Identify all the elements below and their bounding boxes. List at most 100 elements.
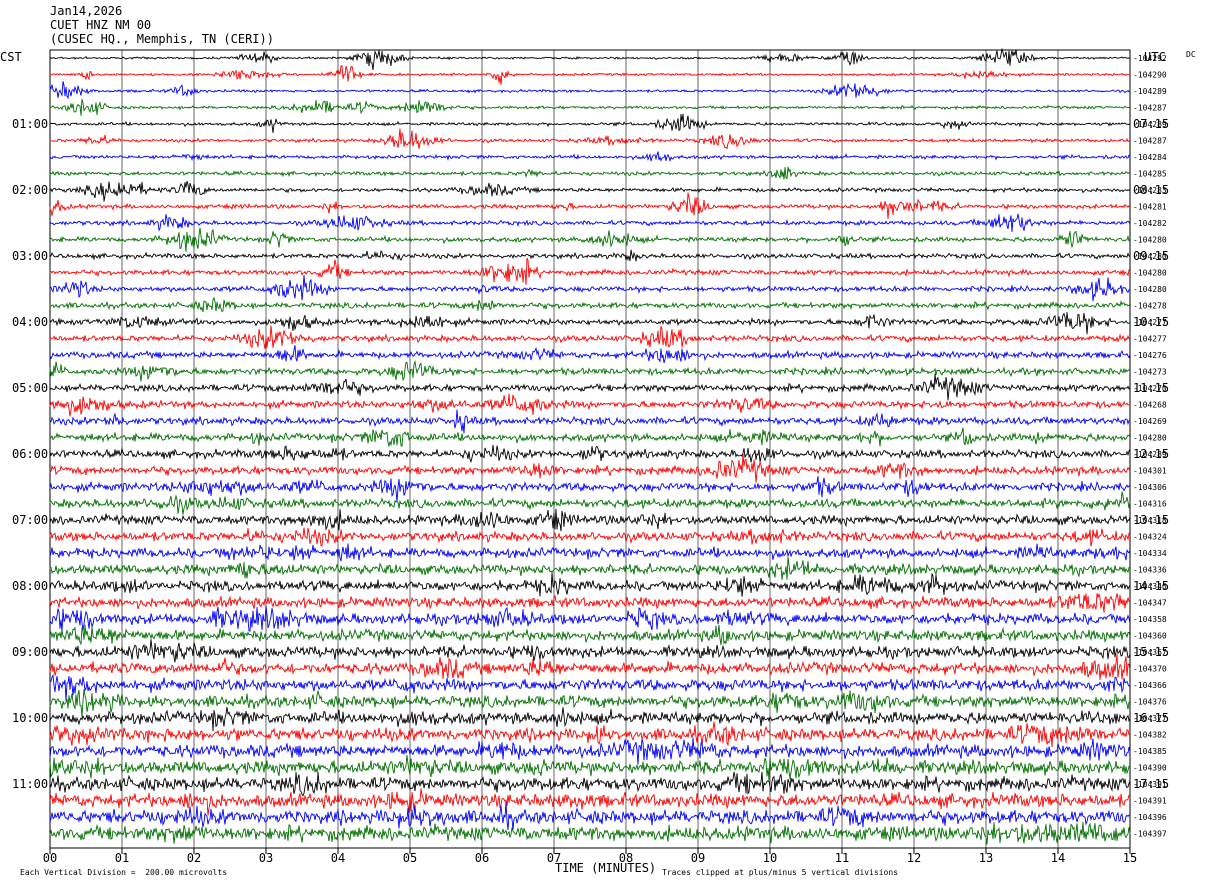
seismic-trace <box>49 48 1131 71</box>
left-hour-label: 03:00 <box>12 249 48 263</box>
seismic-trace <box>49 275 1131 302</box>
right-hour-label: 15:15 <box>1133 645 1169 659</box>
seismic-trace <box>49 639 1131 663</box>
left-hour-label: 05:00 <box>12 381 48 395</box>
seismic-trace <box>49 409 1131 434</box>
plot-frame <box>49 49 1131 849</box>
dc-offset-label: -104287 <box>1133 137 1167 146</box>
seismic-trace <box>49 113 1131 133</box>
seismic-trace <box>49 689 1131 717</box>
seismic-trace <box>49 180 1131 202</box>
x-tick-label: 13 <box>979 851 993 865</box>
x-tick-label: 06 <box>475 851 489 865</box>
left-timezone-label: CST <box>0 50 22 64</box>
dc-offset-label: -104367 <box>1133 648 1167 657</box>
dc-offset-label: -104280 <box>1133 285 1167 294</box>
dc-offset-label: -104285 <box>1133 170 1167 179</box>
clip-note: Traces clipped at plus/minus 5 vertical … <box>662 868 899 877</box>
seismic-trace <box>49 771 1131 797</box>
right-hour-label: 09:15 <box>1133 249 1169 263</box>
dc-offset-label: -104268 <box>1133 401 1167 410</box>
dc-offset-label: -104289 <box>1133 120 1167 129</box>
dc-offset-label: -104292 <box>1133 54 1167 63</box>
right-hour-label: 07:15 <box>1133 117 1169 131</box>
dc-offset-label: -104334 <box>1133 549 1167 558</box>
dc-offset-label: -104366 <box>1133 681 1167 690</box>
right-hour-label: 13:15 <box>1133 513 1169 527</box>
seismic-trace <box>49 572 1131 597</box>
x-tick-label: 12 <box>907 851 921 865</box>
x-tick-label: 11 <box>835 851 849 865</box>
dc-offset-label: -104316 <box>1133 500 1167 509</box>
dc-offset-label: -104336 <box>1133 566 1167 575</box>
seismic-trace <box>49 624 1131 646</box>
dc-offset-label: -104290 <box>1133 71 1167 80</box>
seismic-trace <box>49 427 1131 448</box>
dc-offset-label: -104391 <box>1133 780 1167 789</box>
seismic-trace <box>49 312 1131 335</box>
seismic-trace <box>49 192 1131 219</box>
dc-offset-label: -104276 <box>1133 351 1167 360</box>
seismic-trace <box>49 325 1131 350</box>
dc-offset-label: -104277 <box>1133 318 1167 327</box>
right-hour-label: 08:15 <box>1133 183 1169 197</box>
x-tick-label: 10 <box>763 851 777 865</box>
dc-offset-label: -104346 <box>1133 582 1167 591</box>
right-hour-label: 17:15 <box>1133 777 1169 791</box>
dc-offset-label: -104277 <box>1133 335 1167 344</box>
seismic-trace <box>49 491 1131 515</box>
dc-offset-label: -104324 <box>1133 533 1167 542</box>
seismic-trace <box>49 605 1131 633</box>
seismic-trace <box>49 706 1131 732</box>
seismic-trace <box>49 801 1131 830</box>
dc-offset-label: -104306 <box>1133 483 1167 492</box>
dc-offset-label: -104390 <box>1133 764 1167 773</box>
x-tick-label: 15 <box>1123 851 1137 865</box>
left-hour-label: 10:00 <box>12 711 48 725</box>
left-hour-label: 09:00 <box>12 645 48 659</box>
x-tick-label: 01 <box>115 851 129 865</box>
station-name: CUET HNZ NM 00 <box>50 18 152 32</box>
seismic-trace <box>49 249 1131 262</box>
seismic-trace <box>49 822 1131 845</box>
dc-offset-label: -104273 <box>1133 368 1167 377</box>
seismic-trace <box>49 128 1131 150</box>
dc-offset-label: -104284 <box>1133 153 1167 162</box>
x-tick-label: 09 <box>691 851 705 865</box>
plot-date: Jan14,2026 <box>50 4 123 18</box>
seismic-trace <box>49 98 1131 116</box>
station-location: (CUSEC HQ., Memphis, TN (CERI)) <box>50 32 274 46</box>
seismic-trace <box>49 673 1131 701</box>
scale-note: Each Vertical Division = 200.00 microvol… <box>20 868 228 877</box>
right-hour-label: 12:15 <box>1133 447 1169 461</box>
seismic-trace <box>49 227 1131 252</box>
dc-offset-label: -104270 <box>1133 384 1167 393</box>
seismic-trace <box>49 556 1131 580</box>
dc-offset-label: -104360 <box>1133 632 1167 641</box>
seismic-trace <box>49 296 1131 313</box>
seismic-trace <box>49 737 1131 765</box>
seismic-trace <box>49 360 1131 382</box>
seismic-trace <box>49 593 1131 613</box>
dc-offset-label: -104347 <box>1133 599 1167 608</box>
left-hour-label: 11:00 <box>12 777 48 791</box>
dc-offset-label: -104391 <box>1133 797 1167 806</box>
left-hour-label: 06:00 <box>12 447 48 461</box>
seismic-trace <box>49 788 1131 816</box>
dc-offset-label: -104397 <box>1133 830 1167 839</box>
dc-offset-label: -104280 <box>1133 434 1167 443</box>
seismic-trace <box>49 527 1131 547</box>
right-timezone-label: UTC <box>1144 50 1166 64</box>
seismic-trace <box>49 81 1131 100</box>
dc-offset-label: -104301 <box>1133 467 1167 476</box>
x-tick-label: 07 <box>547 851 561 865</box>
dc-offset-label: -104280 <box>1133 252 1167 261</box>
seismic-trace <box>49 721 1131 748</box>
right-hour-label: 10:15 <box>1133 315 1169 329</box>
left-hour-label: 07:00 <box>12 513 48 527</box>
dc-offset-label: -104283 <box>1133 186 1167 195</box>
dc-offset-label: -104376 <box>1133 698 1167 707</box>
dc-offset-label: -104280 <box>1133 236 1167 245</box>
seismic-trace <box>49 166 1131 180</box>
